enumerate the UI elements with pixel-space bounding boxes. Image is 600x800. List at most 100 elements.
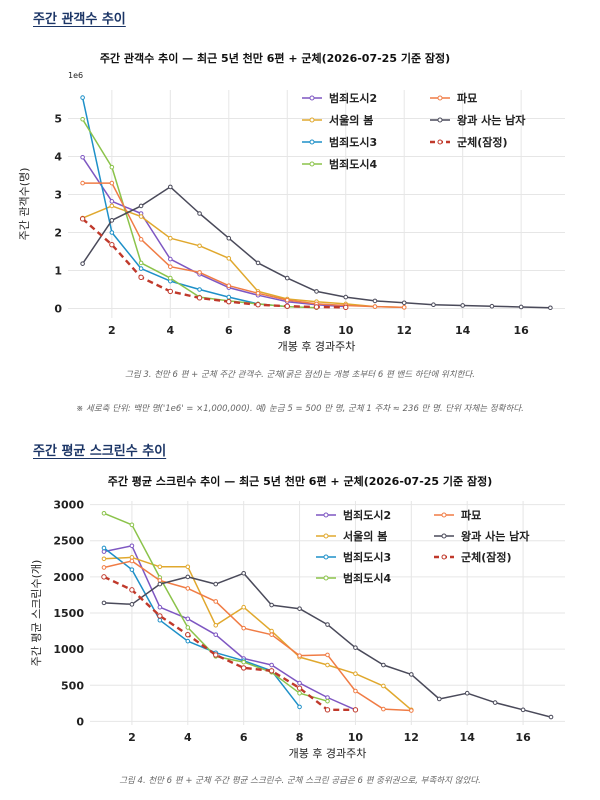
- data-point: [352, 707, 359, 713]
- y-tick-label: 5: [54, 113, 62, 126]
- data-point: [381, 683, 386, 689]
- y-axis-multiplier: 1e6: [68, 71, 83, 80]
- legend-label: 파묘: [457, 91, 477, 105]
- data-point: [269, 602, 274, 608]
- data-point: [109, 230, 115, 235]
- data-point: [157, 581, 163, 587]
- audience-line-chart: 주간 관객수 추이 — 최근 5년 천만 6편 + 군체(2026-07-25 …: [18, 51, 565, 353]
- data-point: [157, 617, 163, 623]
- data-point: [129, 602, 135, 607]
- data-point: [129, 567, 135, 572]
- data-point: [185, 638, 191, 644]
- data-point: [79, 216, 86, 222]
- data-point: [101, 556, 107, 562]
- legend-label: 군체(잠정): [457, 135, 508, 149]
- legend-marker: [309, 161, 315, 167]
- legend-label: 범죄도시2: [329, 91, 377, 105]
- x-tick-label: 10: [338, 324, 354, 337]
- data-point: [129, 522, 135, 528]
- y-tick-label: 2: [54, 227, 62, 240]
- series-line-6: [81, 217, 346, 309]
- data-point: [284, 303, 290, 309]
- data-point: [80, 154, 85, 160]
- section-heading-audience: 주간 관객수 추이: [33, 12, 126, 27]
- y-tick-label: 2000: [53, 571, 84, 584]
- data-point: [372, 298, 378, 304]
- data-point: [109, 180, 115, 186]
- data-point: [409, 672, 414, 677]
- y-tick-label: 0: [54, 303, 62, 316]
- legend-item: 왕과 사는 남자: [430, 113, 526, 127]
- legend-marker: [309, 117, 315, 123]
- data-point: [185, 586, 191, 591]
- legend-item: 서울의 봄: [302, 113, 373, 127]
- data-point: [197, 287, 202, 292]
- data-point: [241, 604, 246, 610]
- series-line-4: [103, 560, 412, 712]
- data-point: [157, 604, 163, 610]
- data-point: [284, 275, 290, 281]
- series-line-6: [103, 575, 356, 712]
- data-point: [460, 303, 465, 308]
- y-tick-label: 1: [54, 265, 62, 278]
- legend-label: 범죄도시4: [329, 157, 377, 171]
- x-tick-label: 14: [460, 731, 476, 744]
- data-point: [518, 304, 524, 310]
- legend-item: 군체(잠정): [430, 135, 508, 149]
- y-axis-label: 주간 관객수(명): [18, 168, 31, 241]
- data-point: [138, 203, 144, 209]
- data-point: [324, 707, 331, 713]
- data-point: [325, 652, 330, 658]
- data-point: [185, 564, 191, 570]
- data-point: [129, 543, 135, 549]
- x-tick-label: 4: [166, 324, 174, 337]
- legend-item: 범죄도시4: [316, 571, 391, 585]
- data-point: [80, 95, 85, 100]
- data-point: [168, 235, 173, 241]
- y-axis-label: 주간 평균 스크린수(개): [30, 560, 43, 667]
- data-point: [167, 288, 174, 295]
- data-point: [297, 690, 302, 696]
- data-point: [353, 645, 358, 650]
- data-point: [343, 294, 349, 300]
- data-point: [269, 632, 274, 637]
- legend-label: 왕과 사는 남자: [461, 529, 530, 543]
- data-point: [255, 302, 261, 308]
- y-tick-label: 0: [76, 715, 84, 728]
- y-tick-label: 3000: [53, 499, 84, 512]
- data-point: [213, 632, 219, 637]
- data-point: [109, 199, 115, 204]
- legend-marker: [323, 512, 329, 518]
- legend-item: 범죄도시3: [302, 135, 377, 149]
- legend-marker: [441, 512, 447, 518]
- data-point: [381, 662, 386, 668]
- data-point: [168, 275, 173, 281]
- data-point: [109, 241, 115, 248]
- legend-label: 범죄도시3: [343, 550, 391, 564]
- data-point: [372, 304, 378, 309]
- legend-label: 범죄도시2: [343, 508, 391, 522]
- data-point: [226, 235, 232, 241]
- x-tick-label: 2: [128, 731, 136, 744]
- data-point: [464, 690, 470, 696]
- section-heading-screens: 주간 평균 스크린수 추이: [33, 444, 167, 459]
- data-point: [138, 266, 144, 271]
- legend-item: 범죄도시4: [302, 157, 377, 171]
- data-point: [101, 565, 107, 570]
- chart-title: 주간 평균 스크린수 추이 — 최근 5년 천만 6편 + 군체(2026-07…: [108, 474, 493, 488]
- data-point: [296, 685, 303, 691]
- x-tick-label: 16: [513, 324, 529, 337]
- data-point: [101, 600, 107, 606]
- data-point: [138, 274, 144, 281]
- data-point: [101, 545, 107, 551]
- x-tick-label: 8: [296, 731, 304, 744]
- data-point: [325, 662, 330, 668]
- legend-item: 파묘: [430, 91, 477, 105]
- data-point: [185, 616, 191, 622]
- data-point: [185, 574, 191, 580]
- y-tick-label: 1500: [53, 607, 84, 620]
- data-point: [101, 574, 107, 580]
- data-point: [401, 300, 407, 306]
- data-point: [268, 668, 275, 674]
- data-point: [109, 203, 115, 209]
